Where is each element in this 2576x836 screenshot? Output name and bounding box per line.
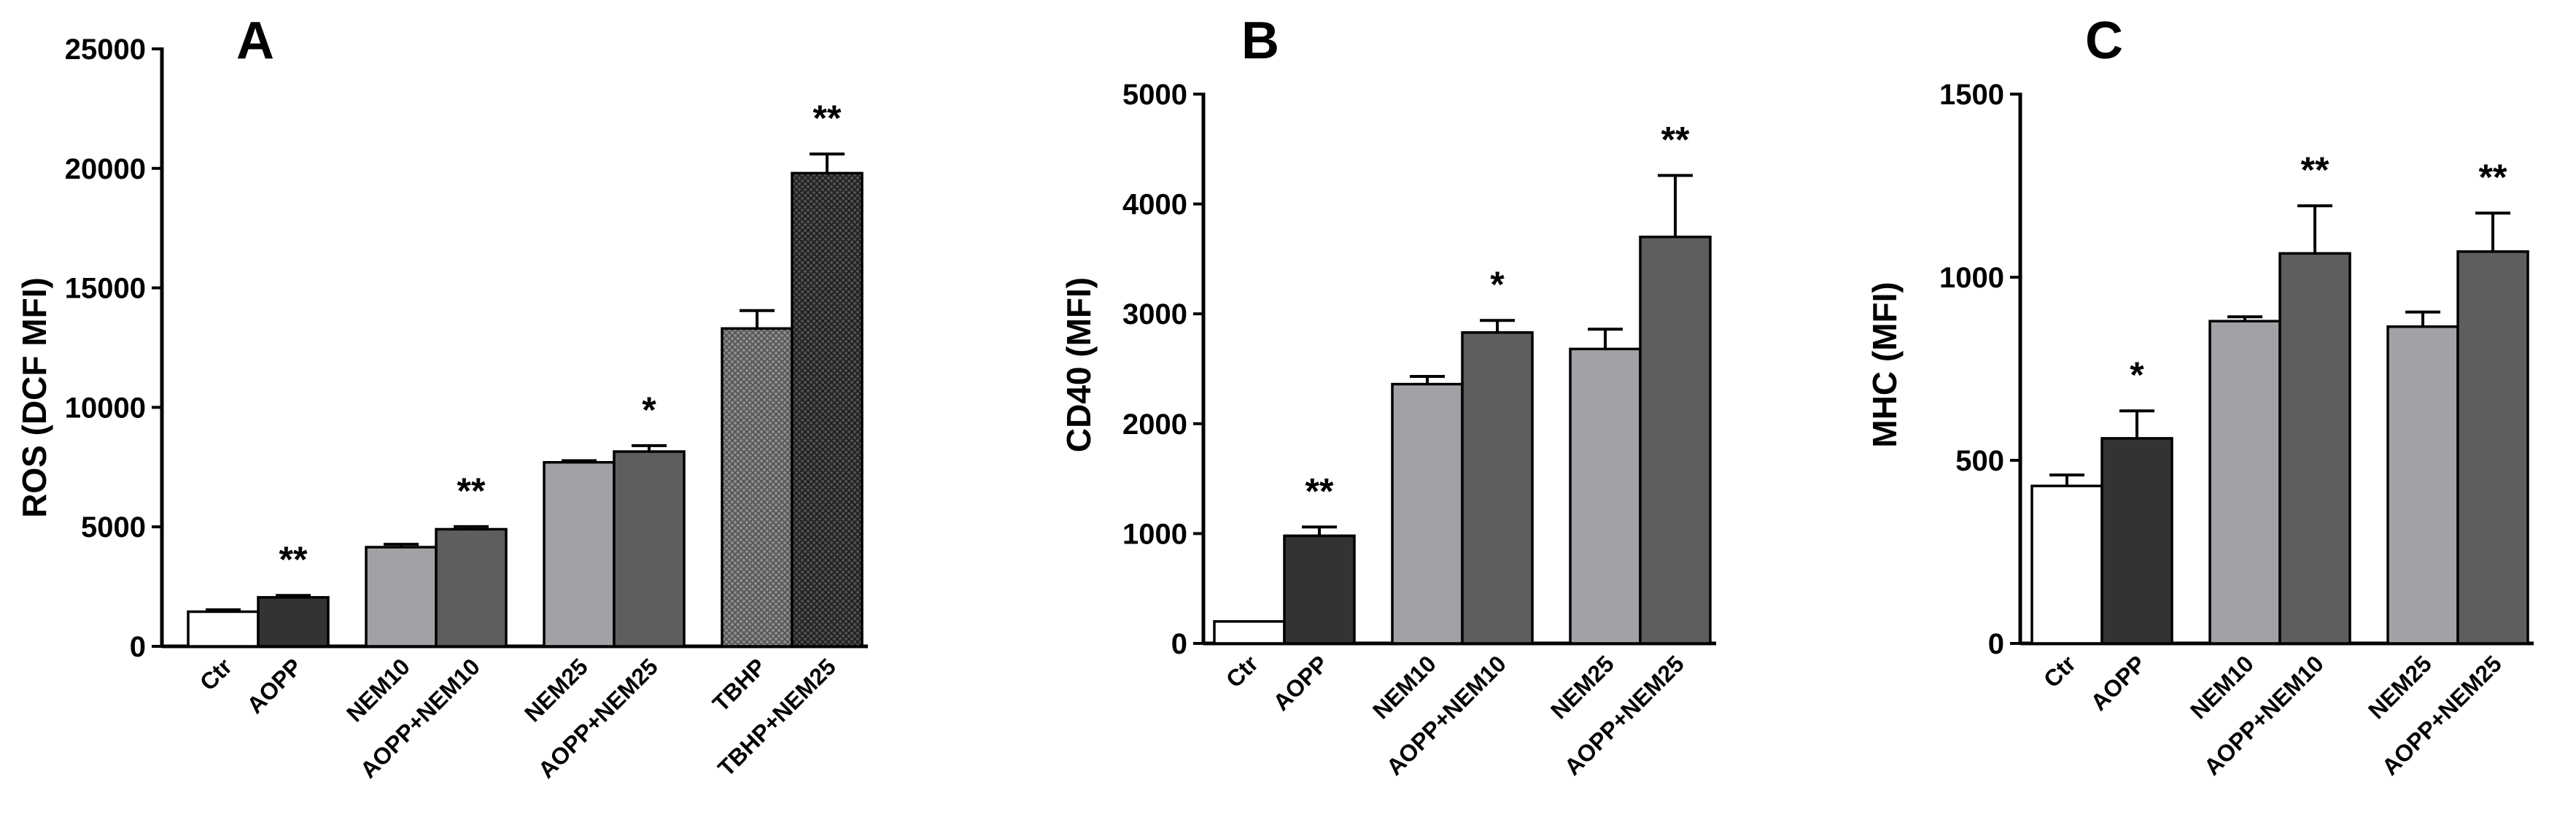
bar <box>1213 620 1286 645</box>
panel-a: A ROS (DCF MFI) 0 5000 10000 15000 20000 2500… <box>15 12 868 783</box>
bar <box>257 596 330 648</box>
bar <box>1639 236 1712 645</box>
bar <box>721 327 794 648</box>
bar <box>2386 325 2459 645</box>
bar <box>1569 347 1642 645</box>
significance-label: ** <box>1306 471 1334 511</box>
x-tick-label: AOPP+NEM10 <box>2199 650 2329 780</box>
y-tick-label: 10000 <box>65 392 146 424</box>
bar <box>791 171 864 648</box>
bar <box>2030 484 2103 645</box>
bar <box>1391 382 1464 645</box>
panel-letter: A <box>236 12 274 70</box>
panel-b: B CD40 (MFI) 0 1000 2000 3000 4000 5000 Ctr ** A… <box>1060 12 1716 781</box>
bar <box>1283 534 1356 645</box>
y-tick-label: 0 <box>130 631 146 663</box>
x-tick-label: AOPP+NEM25 <box>533 653 663 783</box>
bar <box>1461 331 1534 645</box>
bar <box>2208 320 2281 645</box>
bar <box>365 546 438 648</box>
significance-label: ** <box>2479 157 2507 198</box>
significance-label: * <box>2130 355 2144 395</box>
y-axis-label: ROS (DCF MFI) <box>15 277 53 518</box>
bar <box>187 610 260 648</box>
y-tick-label: 1500 <box>1939 79 2004 111</box>
significance-label: ** <box>2301 150 2329 190</box>
significance-label: ** <box>457 471 486 511</box>
bar <box>435 527 508 648</box>
x-tick-label: AOPP <box>2085 650 2151 716</box>
x-tick-label: AOPP <box>1268 650 1333 716</box>
bar <box>2456 250 2529 645</box>
y-tick-label: 500 <box>1955 445 2004 477</box>
y-tick-label: 5000 <box>81 511 146 543</box>
significance-label: ** <box>813 98 842 139</box>
bar <box>543 460 616 648</box>
y-tick-label: 20000 <box>65 153 146 185</box>
panel-letter: C <box>2085 12 2123 70</box>
y-tick-label: 25000 <box>65 34 146 66</box>
y-tick-label: 15000 <box>65 273 146 305</box>
bar <box>613 450 686 648</box>
panel-letter: B <box>1241 12 1279 70</box>
y-tick-label: 4000 <box>1122 189 1187 221</box>
y-tick-label: 5000 <box>1122 79 1187 111</box>
x-tick-label: Ctr <box>195 653 237 695</box>
y-tick-label: 3000 <box>1122 298 1187 330</box>
x-tick-label: AOPP+NEM10 <box>1381 650 1511 780</box>
significance-label: ** <box>279 539 308 580</box>
y-tick-label: 0 <box>1988 628 2004 660</box>
x-tick-label: Ctr <box>2038 650 2081 692</box>
bar <box>2100 437 2173 645</box>
y-tick-label: 2000 <box>1122 409 1187 441</box>
y-tick-label: 1000 <box>1939 262 2004 294</box>
x-tick-label: AOPP+NEM25 <box>2377 650 2507 780</box>
x-tick-label: AOPP <box>241 653 307 719</box>
x-tick-label: TBHP <box>707 653 771 716</box>
y-tick-label: 0 <box>1171 628 1187 660</box>
y-axis-label: CD40 (MFI) <box>1060 277 1098 452</box>
significance-label: * <box>642 390 656 430</box>
significance-label: * <box>1490 264 1505 305</box>
x-tick-label: AOPP+NEM10 <box>355 653 485 783</box>
y-axis-label: MHC (MFI) <box>1866 282 1904 447</box>
y-tick-label: 1000 <box>1122 518 1187 550</box>
significance-label: ** <box>1661 119 1690 160</box>
x-tick-label: Ctr <box>1221 650 1263 692</box>
bar <box>2278 252 2351 645</box>
x-tick-label: AOPP+NEM25 <box>1559 650 1689 780</box>
x-tick-label: TBHP+NEM25 <box>713 653 841 781</box>
